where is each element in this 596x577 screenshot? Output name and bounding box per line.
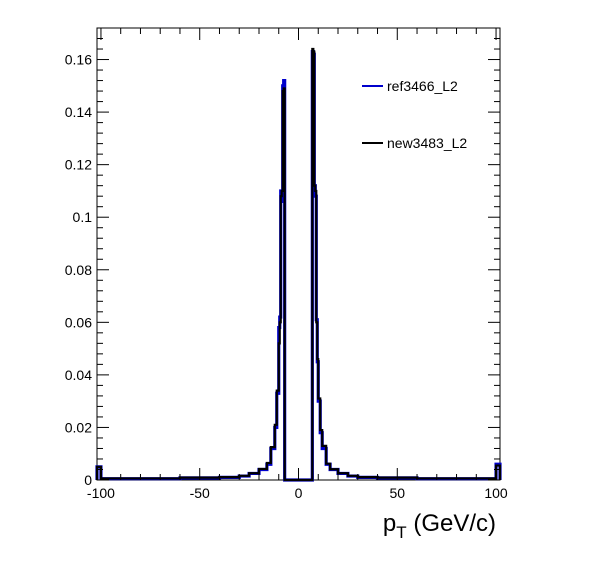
x-tick-label: -100 xyxy=(87,485,115,501)
plot-frame xyxy=(96,27,501,481)
x-axis-label-subscript: T xyxy=(396,523,406,542)
legend-label-ref: ref3466_L2 xyxy=(387,78,458,94)
y-tick-label: 0.08 xyxy=(65,262,92,278)
y-tick-label: 0.12 xyxy=(65,157,92,173)
y-tick-label: 0.06 xyxy=(65,314,92,330)
series-line-ref xyxy=(95,50,502,482)
x-tick-label: 100 xyxy=(484,485,508,501)
plot-frame-rect xyxy=(96,27,501,481)
series-layer xyxy=(95,47,502,482)
y-tick-label: 0.14 xyxy=(65,104,92,120)
x-tick-label: -50 xyxy=(190,485,210,501)
legend-label-new: new3483_L2 xyxy=(387,135,467,151)
y-tick-label: 0.1 xyxy=(73,209,93,225)
x-axis-label: pT (GeV/c) xyxy=(383,510,496,542)
x-axis-label-suffix: (GeV/c) xyxy=(407,510,496,537)
legend: ref3466_L2 new3483_L2 xyxy=(362,78,467,151)
y-tick-label: 0 xyxy=(84,472,92,488)
y-tick-label: 0.04 xyxy=(65,367,92,383)
y-tick-label: 0.16 xyxy=(65,52,92,68)
series-line-new xyxy=(95,47,502,482)
y-tick-label: 0.02 xyxy=(65,419,92,435)
x-tick-label: 50 xyxy=(389,485,405,501)
axes: -100 -50 0 50 100 0 0.02 0.04 0.06 0.08 0.1 0.12 0.1… xyxy=(65,27,508,501)
x-tick-label: 0 xyxy=(295,485,303,501)
x-axis-label-base: p xyxy=(383,510,396,537)
